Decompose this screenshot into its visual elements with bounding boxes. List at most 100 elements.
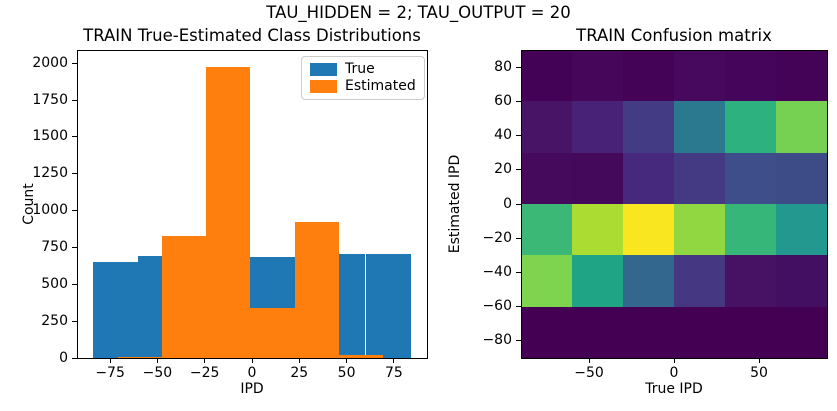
x-tick-label: 50 [337,365,356,381]
confusion-cell [572,101,623,153]
y-tick [516,66,521,68]
confusion-cell [572,255,623,307]
y-tick [72,136,77,138]
confusion-cell [674,50,725,102]
x-tick [346,358,348,363]
hist-bar-true [365,254,411,358]
confusion-cell [674,255,725,307]
confusion-cell [521,101,572,153]
confusion-cell [725,204,776,256]
x-tick-label: −25 [189,365,220,381]
x-tick [109,358,111,363]
confusion-cell [674,306,725,358]
y-tick [516,271,521,273]
y-tick [72,99,77,101]
y-tick [516,203,521,205]
hist-bar-estimated [339,355,384,358]
y-tick [72,210,77,212]
x-tick [156,358,158,363]
y-tick-label: −60 [482,298,512,315]
heatmap-axes [521,50,828,359]
x-tick-label: 75 [384,365,403,381]
hist-bar-estimated [250,307,295,358]
hist-bar-estimated [117,356,162,358]
x-tick [588,358,590,363]
confusion-cell [725,101,776,153]
y-tick-label: 1000 [32,202,68,219]
y-tick-label: 20 [494,161,512,178]
x-tick-label: 0 [669,365,679,381]
y-tick [72,320,77,322]
confusion-cell [776,152,827,204]
confusion-cell [572,50,623,102]
x-tick [251,358,253,363]
y-tick [72,62,77,64]
y-tick [516,100,521,102]
y-tick-label: −40 [482,263,512,280]
confusion-cell [674,101,725,153]
x-tick-label: 50 [750,365,768,381]
hist-xlabel: IPD [240,381,264,397]
confusion-cell [776,204,827,256]
y-tick-label: 60 [494,92,512,109]
y-tick-label: 2000 [32,54,68,71]
confusion-cell [776,50,827,102]
y-tick-label: 1750 [32,91,68,108]
heatmap-title: TRAIN Confusion matrix [576,26,772,45]
y-tick-label: 500 [41,275,68,292]
confusion-cell [776,255,827,307]
y-tick-label: −20 [482,229,512,246]
y-tick-label: 250 [41,312,68,329]
y-tick-label: 0 [59,349,68,366]
confusion-cell [674,152,725,204]
confusion-cell [725,50,776,102]
y-tick [516,169,521,171]
x-tick-label: 25 [290,365,309,381]
confusion-cell [725,152,776,204]
confusion-cell [725,306,776,358]
legend-swatch-estimated-icon [310,80,337,93]
confusion-cell [623,101,674,153]
confusion-cell [572,204,623,256]
confusion-cell [521,306,572,358]
confusion-cell [521,204,572,256]
confusion-cell [572,152,623,204]
confusion-cell [776,306,827,358]
legend-label-estimated: Estimated [345,78,416,94]
confusion-cell [623,306,674,358]
hist-bar-true [93,262,139,358]
hist-bar-estimated [206,66,251,358]
x-tick [298,358,300,363]
y-tick-label: 1500 [32,128,68,145]
legend-item-true: True [310,62,416,77]
hist-axes [77,50,428,359]
y-tick-label: −80 [482,332,512,349]
confusion-cell [623,255,674,307]
confusion-cell [623,152,674,204]
confusion-cell [521,152,572,204]
y-tick [72,283,77,285]
y-tick [516,135,521,137]
y-tick [516,306,521,308]
y-tick-label: 0 [503,195,512,212]
legend-item-estimated: Estimated [310,79,416,94]
hist-legend: True Estimated [301,56,425,100]
y-tick [516,340,521,342]
hist-bar-estimated [161,235,207,358]
y-tick-label: 750 [41,238,68,255]
y-tick [72,357,77,359]
y-tick-label: 40 [494,127,512,144]
x-tick-label: 0 [247,365,257,381]
y-tick [72,173,77,175]
y-tick-label: 1250 [32,165,68,182]
x-tick [204,358,206,363]
confusion-cell [623,204,674,256]
confusion-cell [776,101,827,153]
x-tick [758,358,760,363]
x-tick-label: −50 [142,365,173,381]
x-tick-label: −50 [574,365,604,381]
heatmap-xlabel: True IPD [645,381,703,397]
x-tick [393,358,395,363]
y-tick-label: 80 [494,58,512,75]
